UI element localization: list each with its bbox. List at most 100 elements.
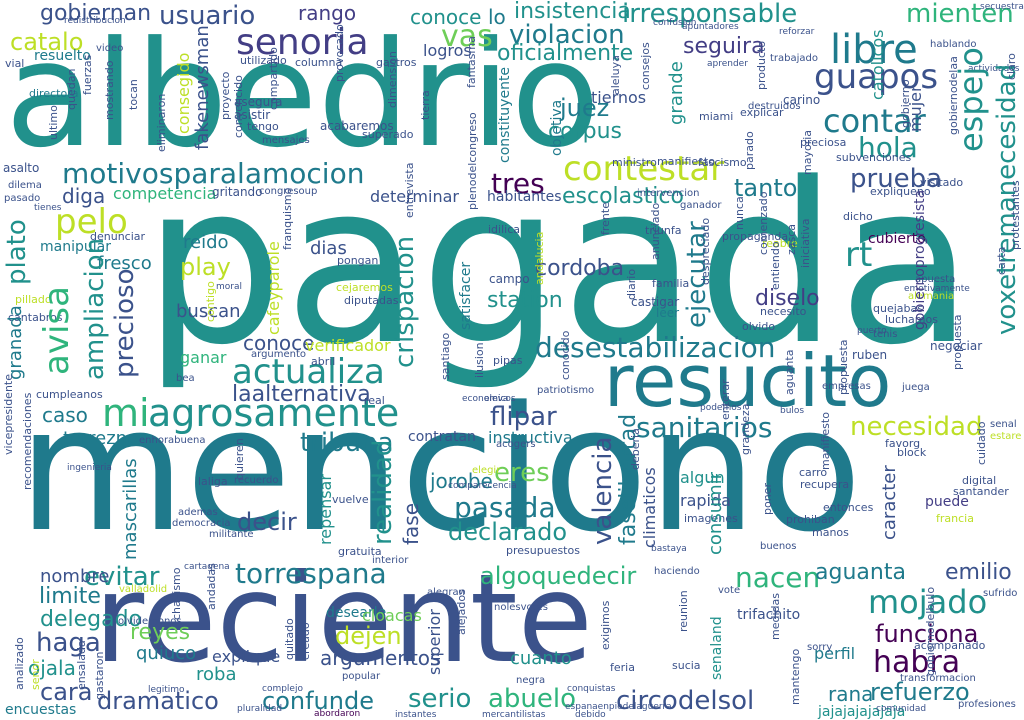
word-grande: grande	[666, 61, 687, 125]
word-jajajajajajaja: jajajajajajaja	[818, 704, 906, 720]
word-pasada: pasada	[454, 491, 556, 524]
word-interior: interior	[372, 555, 409, 566]
word-logros: logros	[423, 41, 472, 60]
word-nunca: nunca	[733, 196, 746, 230]
word-prohiban: prohiban	[786, 513, 835, 526]
word-propuesta2: propuesta	[837, 339, 850, 396]
word-favorg: favorg	[885, 437, 921, 450]
word-albedrio: albedrio	[5, 10, 601, 180]
word-vote: vote	[718, 585, 741, 596]
word-carino: carino	[783, 93, 821, 107]
word-pelo: pelo	[55, 202, 128, 242]
word-instantes: instantes	[395, 710, 437, 720]
word-recomendaciones: recomendaciones	[21, 392, 34, 490]
word-compartido: compartido	[267, 47, 280, 110]
word-ganador: ganador	[680, 200, 722, 211]
word-granada: granada	[5, 305, 26, 380]
word-frente: frente	[599, 202, 612, 235]
word-carro: carro	[799, 466, 828, 479]
word-cejaremos: cejaremos	[336, 281, 393, 294]
word-usuario: usuario	[159, 1, 256, 31]
word-seguira: seguira	[683, 34, 765, 59]
word-sufrido: sufrido	[983, 588, 1018, 599]
word-gobiernodelaa: gobiernodelaa	[947, 56, 960, 135]
word-delegado: delegado	[40, 607, 143, 632]
word-rana: rana	[828, 682, 874, 706]
word-circodelsol: circodelsol	[616, 686, 755, 716]
word-denunciar: denunciar	[90, 230, 146, 243]
word-grandeza: grandeza	[739, 403, 752, 455]
word-cumpleanos: cumpleanos	[36, 388, 103, 401]
word-olvidemonos: olvidemonos	[118, 616, 182, 627]
word-reciente: reciente	[94, 548, 593, 690]
word-apuesta: apuesta	[915, 274, 956, 285]
word-mensajes: mensajes	[262, 135, 310, 146]
word-diputadas: diputadas	[344, 294, 399, 307]
word-enhorabuena: enhorabuena	[139, 435, 206, 446]
word-consegido: consegido	[174, 52, 193, 134]
word-manifiesto: manifiesto	[657, 155, 715, 168]
word-juega: juega	[902, 382, 930, 393]
word-ilusion: ilusion	[473, 342, 486, 378]
word-despreciado: despreciado	[699, 217, 712, 285]
word-corpus: corpus	[548, 119, 622, 144]
word-crispacion: crispacion	[390, 235, 420, 368]
word-catalo: catalo	[10, 28, 84, 56]
word-contar: contar	[823, 102, 926, 140]
word-gobiernan: gobiernan	[40, 1, 152, 26]
word-directora: directora	[29, 87, 79, 100]
word-bulos: bulos	[780, 406, 805, 416]
word-entrevista: entrevista	[403, 162, 416, 218]
word-bea: bea	[176, 373, 195, 384]
word-tengo: tengo	[247, 120, 279, 133]
word-argumento: argumento	[251, 349, 307, 360]
word-manifiesto2: manifiesto	[819, 412, 832, 470]
word-santander: santander	[953, 485, 1009, 498]
word-desestabilizacion: desestabilizacion	[535, 331, 776, 364]
word-pasado: pasado	[4, 193, 41, 204]
word-carta: carta	[995, 246, 1008, 275]
word-habra: habra	[873, 645, 961, 680]
word-actividades: actividades	[968, 64, 1020, 74]
word-cafeyparole: cafeyparole	[264, 241, 283, 335]
word-abordaron: abordaron	[314, 709, 361, 719]
word-valencia: valencia	[588, 436, 618, 545]
word-feria: feria	[610, 661, 635, 674]
word-reido: reido	[183, 232, 229, 253]
word-provocado: provocado	[333, 24, 346, 82]
word-mayoria: mayoria	[801, 129, 814, 175]
word-diga: diga	[62, 184, 106, 208]
word-play: play	[180, 253, 231, 281]
word-recuerdo: recuerdo	[234, 475, 279, 486]
word-eres: eres	[494, 458, 550, 488]
word-castigar: castigar	[631, 295, 680, 309]
word-puerto: puerto	[857, 326, 887, 336]
word-gastaron: gastaron	[93, 651, 106, 701]
word-luchamos: luchamos	[885, 313, 938, 326]
word-mascarillas: mascarillas	[120, 458, 141, 560]
word-zasca: zasca	[785, 223, 798, 255]
word-caso: caso	[42, 403, 88, 427]
word-quieren: quieren	[233, 438, 246, 480]
word-triunfa: triunfa	[645, 224, 682, 237]
word-reyes: reyes	[130, 620, 191, 645]
word-gritando: gritando	[212, 185, 263, 199]
word-vicepresidente: vicepresidente	[2, 373, 15, 455]
word-asistir: asistir	[234, 108, 271, 122]
word-catolicos: catolicos	[868, 29, 887, 100]
word-senaland: senaland	[709, 616, 725, 680]
word-violacion: violacion	[509, 20, 625, 50]
word-pillado: pillado	[15, 293, 52, 306]
word-cuanto: cuanto	[510, 648, 572, 669]
word-climaticos: climaticos	[640, 467, 659, 548]
word-proyecto: proyecto	[219, 71, 232, 120]
word-decir: decir	[237, 508, 297, 536]
word-enterar: enterar	[719, 379, 732, 420]
word-rapida: rapida	[680, 491, 731, 510]
word-gobiernodelbulo: gobiernodelbulo	[924, 586, 937, 676]
word-familia: familia	[652, 277, 690, 290]
word-tiernos: tiernos	[591, 88, 647, 107]
word-roba: roba	[196, 664, 237, 685]
word-senoria: senoria	[236, 22, 369, 63]
word-abril: abril	[311, 355, 336, 368]
